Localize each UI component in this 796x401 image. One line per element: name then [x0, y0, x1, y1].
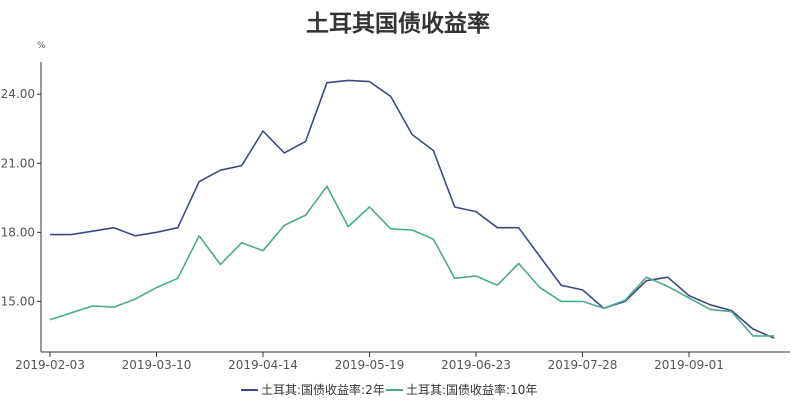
x-tick-label: 2019-03-10 [122, 358, 192, 372]
legend-label: 土耳其:国债收益率:10年 [406, 382, 537, 397]
x-tick-label: 2019-04-14 [228, 358, 298, 372]
chart-title: 土耳其国债收益率 [306, 11, 490, 37]
y-axis-unit: % [37, 41, 46, 51]
y-tick-label: 15.00 [1, 294, 35, 308]
x-tick-label: 2019-09-01 [654, 358, 724, 372]
x-tick-label: 2019-06-23 [441, 358, 511, 372]
y-tick-label: 21.00 [1, 156, 35, 170]
series-line-10y [49, 185, 775, 337]
x-tick-label: 2019-05-19 [335, 358, 405, 372]
y-tick-label: 24.00 [1, 87, 35, 101]
y-tick-label: 18.00 [1, 225, 35, 239]
series-line-2y [50, 79, 775, 339]
x-tick-label: 2019-07-28 [548, 358, 618, 372]
x-tick-label: 2019-02-03 [15, 358, 85, 372]
legend-label: 土耳其:国债收益率:2年 [261, 382, 385, 397]
